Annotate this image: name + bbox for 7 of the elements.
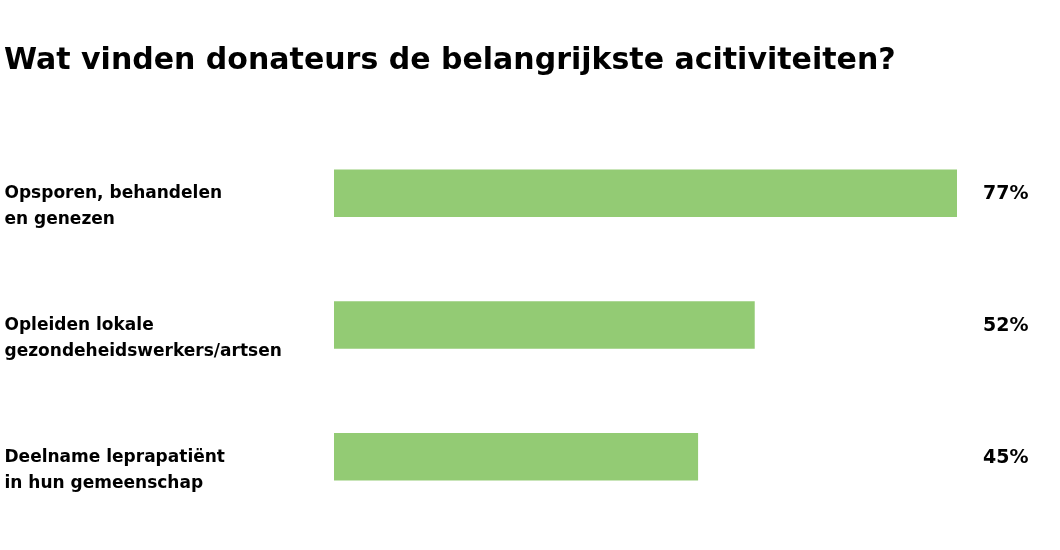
data-label: 45%: [983, 444, 1029, 467]
data-label: 52%: [983, 313, 1029, 335]
data-label: 77%: [983, 181, 1029, 204]
y-tick-label: Opleiden lokale gezondeheidswerkers/artsen: [4, 314, 282, 360]
y-tick-label: Opsporen, behandelen en genezen: [4, 182, 223, 229]
chart-title: Wat vinden donateurs de belangrijkste acitiviteiten?: [4, 41, 896, 76]
y-tick-label: Deelname leprapatiënt in hun gemeenschap: [4, 445, 225, 492]
